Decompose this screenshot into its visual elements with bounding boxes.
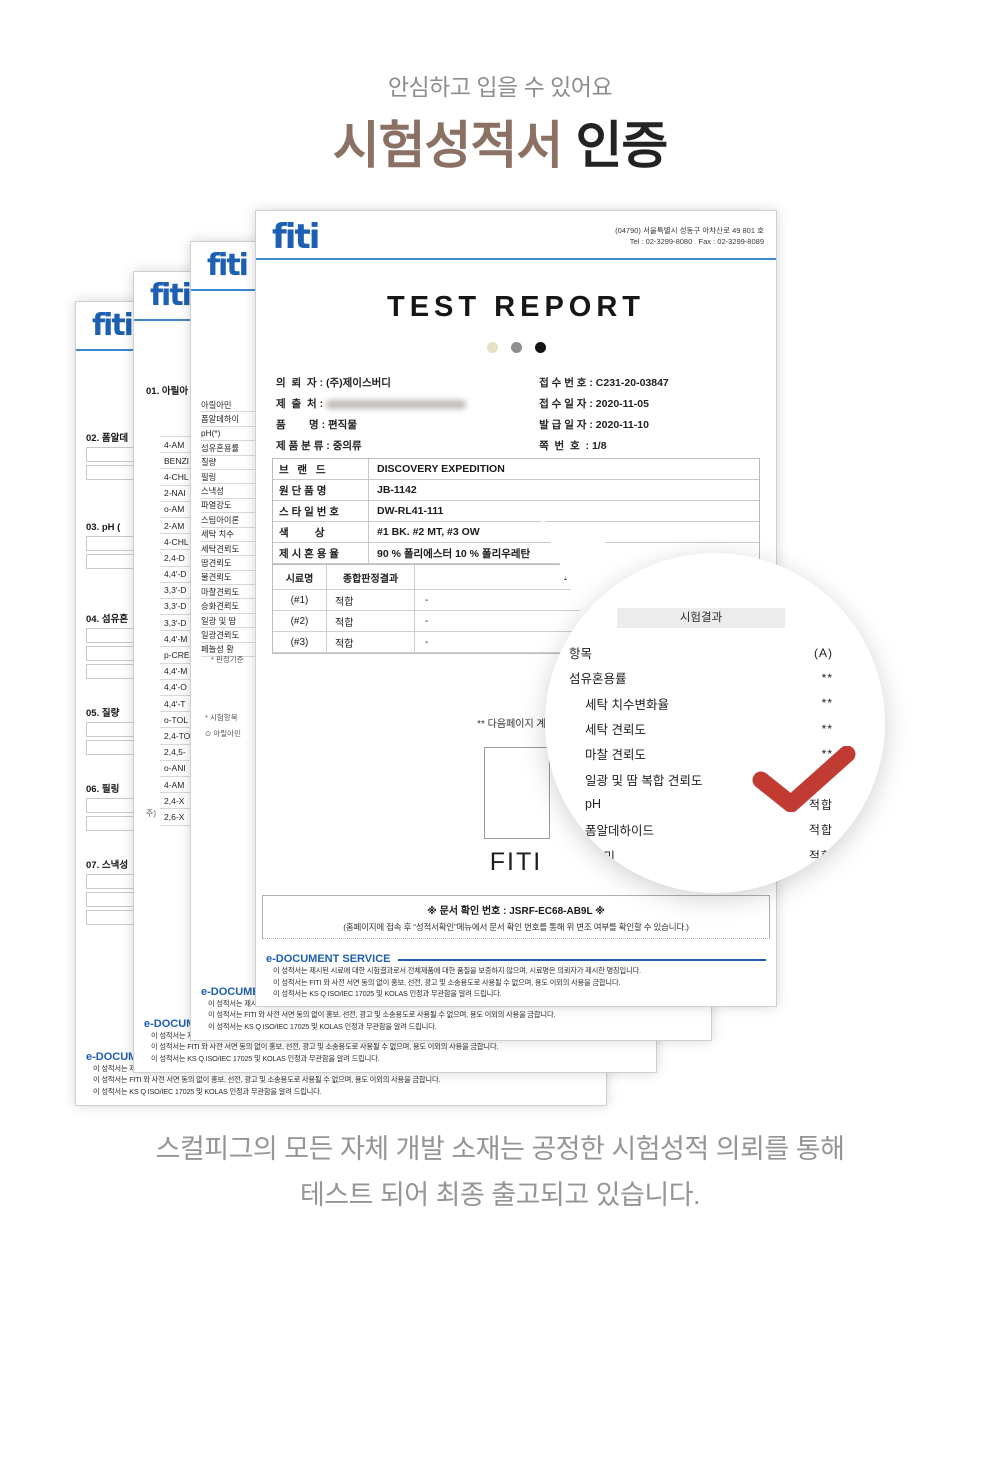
request-info-right: 접 수 번 호 : C231-20-03847 접 수 일 자 : 2020-1… bbox=[539, 373, 762, 457]
sheet4-item: 07. 스낵성 bbox=[86, 860, 129, 871]
edoc-title: e-DOCUMENT SERVICE bbox=[266, 953, 391, 965]
stamp-box bbox=[484, 747, 550, 839]
brand-table-row: 스 타 일 번 호 DW-RL41-111 bbox=[273, 501, 759, 522]
red-checkmark-icon bbox=[747, 745, 859, 813]
result-row: pH 적합 bbox=[585, 797, 833, 812]
page-title-accent: 시험성적서 bbox=[332, 117, 564, 174]
fiti-logo: fiti bbox=[150, 278, 192, 313]
bottom-caption: 스컬피그의 모든 자체 개발 소재는 공정한 시험성적 의뢰를 통해 테스트 되… bbox=[0, 1126, 1000, 1218]
brand-table-row: 원 단 품 명 JB-1142 bbox=[273, 480, 759, 501]
page-title-rest: 인증 bbox=[562, 117, 668, 174]
fiti-logo: fiti bbox=[272, 217, 320, 257]
lab-telfax: Tel : 02-3299-8080 Fax : 02-3299-8089 bbox=[629, 237, 764, 246]
page-dots bbox=[256, 342, 776, 353]
info-row: 발 급 일 자 : 2020-11-10 bbox=[539, 419, 649, 431]
sheet3-section-header: 01. 아릴아 bbox=[146, 386, 189, 397]
edoc-line: 이 성적서는 KS Q ISO/IEC 17025 및 KOLAS 인정과 무관… bbox=[93, 1086, 322, 1096]
sheet4-item: 04. 섬유혼 bbox=[86, 614, 129, 625]
sheet4-item: 06. 필링 bbox=[86, 784, 120, 795]
magnifier-rows: 항목 (A) 섬유혼용률 ** 세탁 치수변화율 ** 세탁 견 bbox=[545, 640, 885, 868]
edoc-line: 이 성적서는 KS Q ISO/IEC 17025 및 KOLAS 인정과 무관… bbox=[151, 1053, 380, 1063]
info-row: 접 수 번 호 : C231-20-03847 bbox=[539, 377, 669, 389]
info-row: 쪽 번 호 : 1/8 bbox=[539, 440, 607, 452]
sheet2-note-3: ⊙ 아릴아민 bbox=[205, 729, 241, 738]
verify-number: ※ 문서 확인 번호 : JSRF-EC68-AB9L ※ bbox=[427, 906, 605, 917]
brand-table: 브 랜 드 DISCOVERY EXPEDITION 원 단 품 명 JB-11… bbox=[272, 458, 760, 565]
edoc-line: 이 성적서는 FITI 와 사전 서면 동의 없이 홍보, 선전, 광고 및 소… bbox=[93, 1075, 441, 1084]
brand-table-row: 제 시 혼 용 율 90 % 폴리에스터 10 % 폴리우레탄 bbox=[273, 543, 759, 564]
edoc-line: 이 성적서는 FITI 와 사전 서면 동의 없이 홍보, 선전, 광고 및 소… bbox=[151, 1042, 499, 1051]
lab-address: (04790) 서울특별시 성동구 아차산로 49 801 호 Tel : 02-… bbox=[615, 226, 764, 246]
info-row: 품 명 : 편직물 bbox=[276, 419, 357, 431]
header-rule bbox=[256, 258, 776, 260]
sheet2-note-2: * 시험항목 bbox=[205, 713, 238, 722]
dot-beige bbox=[486, 342, 498, 353]
result-row: 세탁 치수변화율 ** bbox=[585, 696, 833, 712]
request-info: 의 뢰 자 : (주)제이스버디 제 출 처 : 품 명 : 편직물 제 품 분… bbox=[276, 373, 762, 457]
sheet4-item: 03. pH ( bbox=[86, 522, 121, 533]
info-row: 접 수 일 자 : 2020-11-05 bbox=[539, 398, 649, 410]
edoc-line: 이 성적서는 KS Q ISO/IEC 17025 및 KOLAS 인정과 무관… bbox=[208, 1021, 437, 1031]
continue-note: ** 다음페이지 계속 bbox=[477, 719, 555, 730]
sheet4-item: 02. 폼알데 bbox=[86, 433, 129, 444]
edoc-footer: e-DOCUMENT SERVICE 이 성적서는 제시된 시료에 대한 시험결… bbox=[266, 953, 766, 1000]
sample-table-row: (#1) 적합 - bbox=[273, 590, 759, 611]
verify-instruction: (홈페이지에 접속 후 “성적서확인”메뉴에서 문서 확인 번호를 통해 위 변… bbox=[343, 922, 689, 932]
result-row: 세탁 견뢰도 ** bbox=[585, 721, 833, 738]
edoc-line: 이 성적서는 FITI 와 사전 서면 동의 없이 홍보, 선전, 광고 및 소… bbox=[273, 977, 621, 987]
result-row: 마찰 견뢰도 ** bbox=[585, 746, 833, 763]
brand-table-row: 브 랜 드 DISCOVERY EXPEDITION bbox=[273, 459, 759, 480]
redacted-value bbox=[325, 399, 466, 409]
sheet4-item: 05. 질량 bbox=[86, 708, 120, 719]
fiti-watermark: FITI bbox=[489, 848, 543, 876]
caption-line-2: 테스트 되어 최종 출고되고 있습니다. bbox=[299, 1180, 701, 1210]
sample-table-row: (#3) 적합 - bbox=[273, 632, 759, 653]
edoc-line: 이 성적서는 FITI 와 사전 서면 동의 없이 홍보, 선전, 광고 및 소… bbox=[208, 1010, 556, 1019]
result-row: 항목 (A) bbox=[569, 645, 833, 662]
magnifier-circle: 시험결과 항목 (A) 섬유혼용률 ** 세탁 치수변화율 ** bbox=[545, 553, 885, 893]
edoc-line: 이 성적서는 KS Q ISO/IEC 17025 및 KOLAS 인정과 무관… bbox=[273, 989, 502, 998]
dot-black bbox=[534, 342, 546, 353]
page-subtitle: 안심하고 입을 수 있어요 bbox=[387, 74, 613, 100]
sample-table-row: (#2) 적합 - bbox=[273, 611, 759, 632]
sheet3-footnote: 주) bbox=[146, 809, 157, 818]
document-verify-box: ※ 문서 확인 번호 : JSRF-EC68-AB9L ※ (홈페이지에 접속 … bbox=[262, 895, 770, 939]
dot-gray bbox=[510, 342, 522, 353]
result-row: 일광 및 땀 복합 견뢰도 * bbox=[545, 745, 885, 813]
info-row: 의 뢰 자 : (주)제이스버디 bbox=[276, 377, 391, 389]
info-row: 제 출 처 : bbox=[276, 394, 539, 415]
edoc-line: 이 성적서는 제시된 시료에 대한 시험결과로서 전체제품에 대한 품질을 보증… bbox=[273, 966, 641, 975]
request-info-left: 의 뢰 자 : (주)제이스버디 제 출 처 : 품 명 : 편직물 제 품 분… bbox=[276, 373, 539, 457]
info-row: 제 품 분 류 : 중의류 bbox=[276, 440, 362, 452]
page-title: 시험성적서 인증 bbox=[0, 104, 1000, 178]
sheet2-note-1: * 판정기준 bbox=[211, 655, 244, 664]
report-title: TEST REPORT bbox=[386, 291, 645, 323]
edoc-rule bbox=[398, 959, 766, 961]
fiti-logo: fiti bbox=[92, 308, 134, 343]
result-row: 아릴아민 적합 bbox=[569, 848, 833, 864]
result-row: 섬유혼용률 ** bbox=[569, 670, 833, 687]
fiti-logo: fiti bbox=[207, 248, 249, 283]
magnifier-header: 시험결과 bbox=[617, 608, 785, 628]
brand-table-row: 색 상 #1 BK. #2 MT, #3 OW bbox=[273, 522, 759, 543]
caption-line-1: 스컬피그의 모든 자체 개발 소재는 공정한 시험성적 의뢰를 통해 bbox=[155, 1134, 845, 1164]
result-row: 폼알데하이드 적합 bbox=[585, 823, 833, 839]
